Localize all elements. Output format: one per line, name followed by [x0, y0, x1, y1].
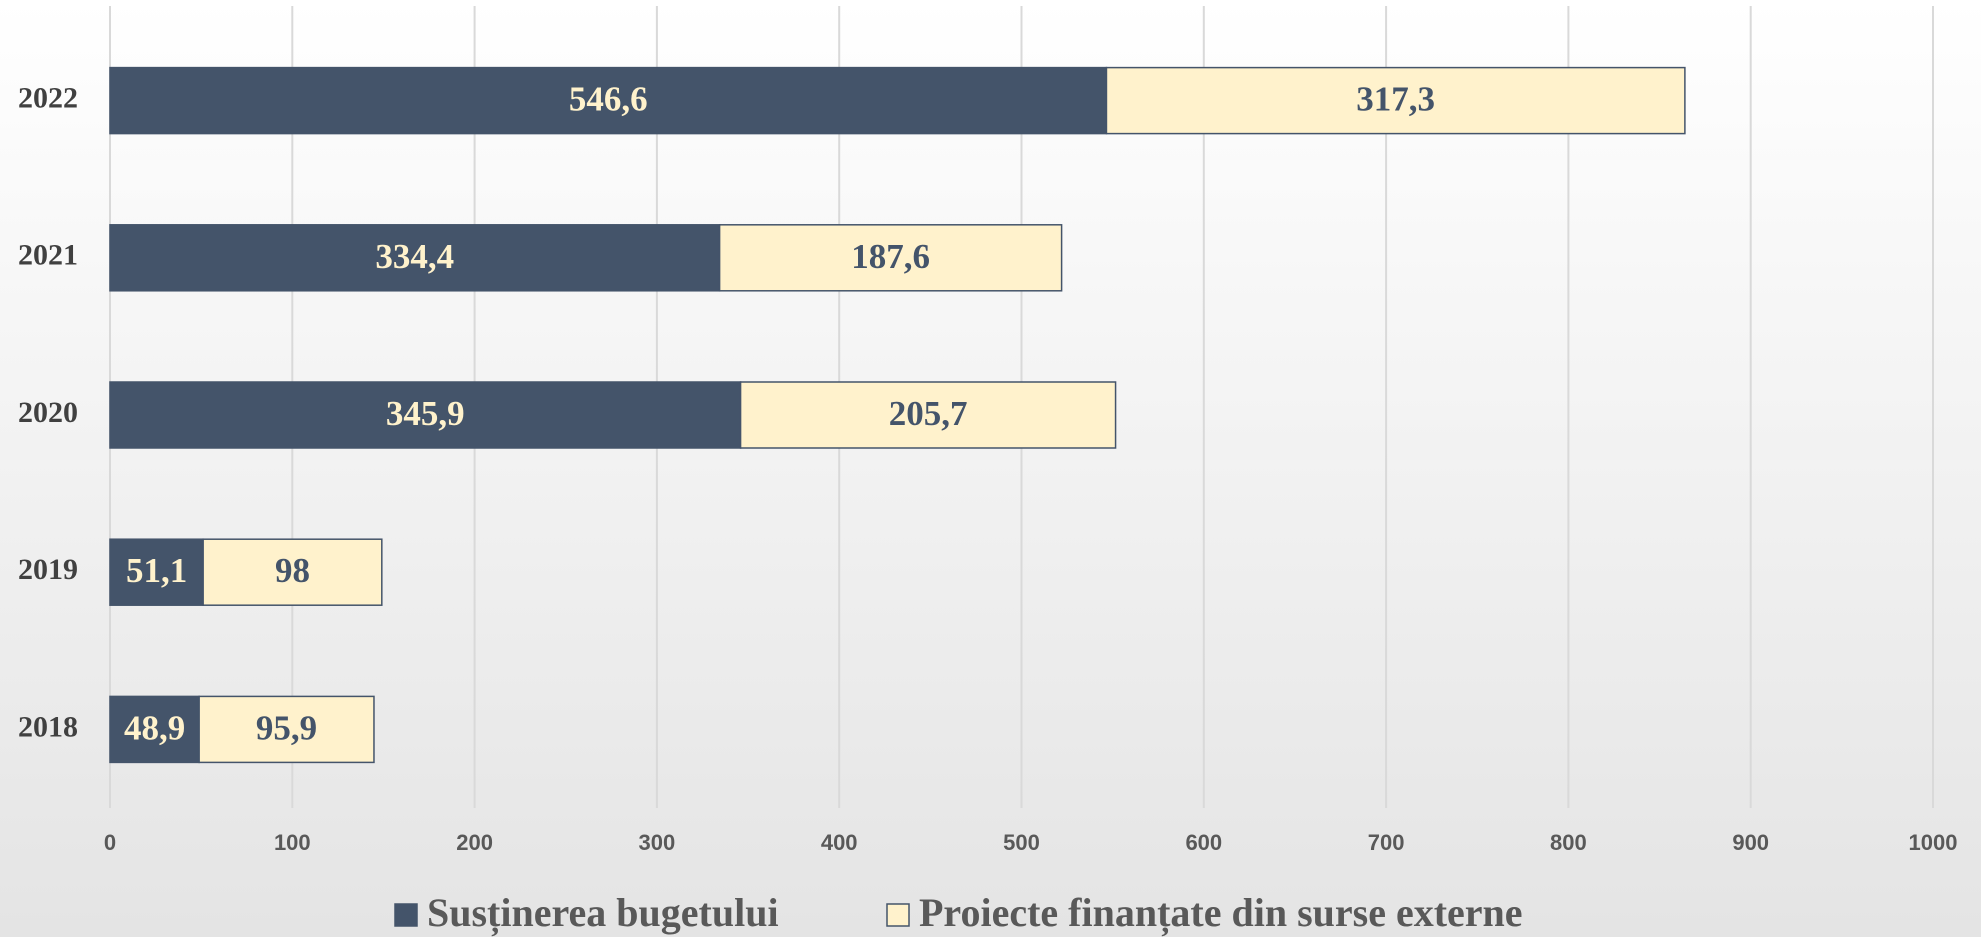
x-tick-label: 800: [1550, 830, 1587, 855]
y-tick-label: 2022: [18, 81, 78, 114]
bar-segment: [198, 695, 375, 764]
x-tick-label: 1000: [1909, 830, 1958, 855]
y-tick-label: 2020: [18, 396, 78, 429]
x-tick-label: 600: [1185, 830, 1222, 855]
bar-segment: [1105, 66, 1686, 135]
legend-swatch: [886, 903, 910, 927]
bar-segment: [202, 538, 383, 606]
data-label: 48,9: [124, 708, 185, 747]
legend-label: Susținerea bugetului: [427, 890, 779, 936]
bar-segment: [109, 66, 1108, 135]
bar-segment: [739, 381, 1117, 449]
bar-segment: [109, 695, 200, 764]
y-tick-label: 2018: [18, 710, 78, 743]
data-label: 187,6: [851, 237, 930, 276]
data-label: 334,4: [375, 237, 454, 276]
bar-segment: [109, 381, 742, 449]
data-label: 205,7: [889, 394, 968, 433]
legend-label: Proiecte finanțate din surse externe: [919, 890, 1523, 936]
x-tick-label: 300: [639, 830, 676, 855]
data-label: 51,1: [126, 551, 187, 590]
data-label: 95,9: [256, 708, 317, 747]
x-tick-label: 100: [274, 830, 311, 855]
bar-segment: [718, 224, 1063, 292]
x-tick-label: 500: [1003, 830, 1040, 855]
data-label: 345,9: [386, 394, 465, 433]
data-label: 98: [275, 551, 310, 590]
bar-segment: [109, 224, 721, 292]
y-tick-label: 2021: [18, 239, 78, 272]
x-tick-label: 900: [1732, 830, 1769, 855]
x-tick-label: 0: [104, 830, 116, 855]
data-label: 317,3: [1356, 80, 1435, 119]
x-tick-label: 200: [456, 830, 493, 855]
x-tick-label: 400: [821, 830, 858, 855]
legend-swatch: [394, 903, 418, 927]
data-label: 546,6: [569, 80, 648, 119]
y-tick-label: 2019: [18, 553, 78, 586]
x-tick-label: 700: [1368, 830, 1405, 855]
